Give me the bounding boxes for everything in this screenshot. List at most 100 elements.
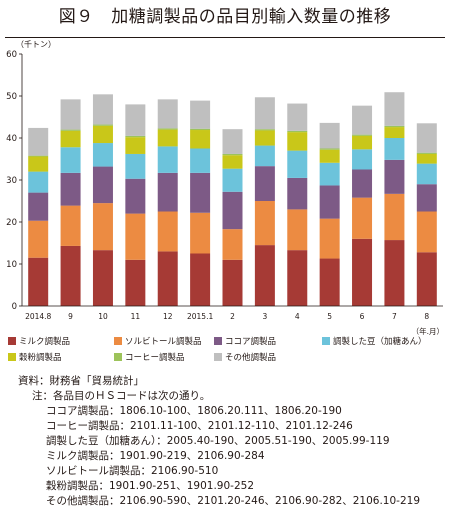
legend-label-grain: 穀粉調製品 — [19, 353, 62, 363]
x-tick-label: 6 — [360, 312, 365, 321]
bar-segment — [92, 94, 113, 125]
bar-segment — [190, 212, 211, 254]
bar-segment — [254, 166, 275, 201]
bar-segment — [60, 129, 81, 131]
note-cocoa-codes: ココア調製品：1806.10-100、1806.20.111、1806.20-1… — [46, 405, 342, 417]
bar-segment — [352, 238, 373, 306]
bar-segment — [190, 130, 211, 149]
legend-swatch-coffee — [114, 353, 122, 361]
legend-label-beans: 調製した豆（加糖あん） — [333, 337, 427, 347]
legend-item-beans: 調製した豆（加糖あん） — [322, 336, 427, 348]
legend-label-milk: ミルク調製品 — [19, 337, 71, 347]
legend-swatch-cocoa — [214, 337, 222, 345]
bar-segment — [28, 220, 49, 258]
bar-segment — [287, 209, 308, 251]
bar-segment — [319, 148, 340, 150]
bar-segment — [384, 92, 405, 126]
x-tick-label: 8 — [424, 312, 429, 321]
note-other-codes: その他調製品：2106.90-590、2101.20-246、2106.90-2… — [46, 495, 421, 507]
bar-segment — [190, 253, 211, 306]
bar-segment — [416, 152, 437, 154]
x-tick-label: 3 — [262, 312, 267, 321]
bar-segment — [319, 258, 340, 306]
note-beans-codes: 調製した豆（加糖あん）：2005.40-190、2005.51-190、2005… — [46, 435, 390, 447]
bar-segment — [254, 245, 275, 306]
legend-swatch-beans — [322, 337, 330, 345]
title-underline — [5, 37, 445, 38]
y-tick-label: 40 — [6, 134, 17, 144]
bar-segment — [125, 178, 146, 214]
bar-segment — [92, 203, 113, 251]
bar-segment — [157, 129, 178, 147]
x-tick-label: 11 — [131, 312, 141, 321]
bar-segment — [384, 125, 405, 128]
bar-segment — [222, 229, 243, 260]
bar-segment — [28, 171, 49, 193]
legend-swatch-grain — [8, 353, 16, 361]
bar-segment — [28, 156, 49, 172]
bar-segment — [60, 205, 81, 246]
bar-segment — [352, 169, 373, 198]
bar-segment — [287, 250, 308, 306]
bar-segment — [254, 145, 275, 167]
title-area: 図９ 加糖調製品の品目別輸入数量の推移 — [0, 0, 450, 40]
bar-segment — [222, 168, 243, 192]
bar-segment — [92, 124, 113, 126]
bar-segment — [416, 153, 437, 164]
y-tick-label: 20 — [6, 218, 17, 228]
bar-segment — [384, 240, 405, 306]
note-hs-intro: 注：各品目のＨＳコードは次の通り。 — [32, 390, 211, 402]
legend-item-sorbitol: ソルビトール調製品 — [114, 336, 202, 348]
y-tick-label: 10 — [6, 260, 17, 270]
legend-swatch-sorbitol — [114, 337, 122, 345]
legend: ミルク調製品 ソルビトール調製品 ココア調製品 調製した豆（加糖あん） 穀粉調製… — [0, 336, 450, 372]
bar-segment — [287, 177, 308, 210]
bar-segment — [157, 99, 178, 129]
bar-segment — [60, 130, 81, 148]
x-tick-label: 12 — [163, 312, 173, 321]
legend-item-other: その他調製品 — [214, 352, 276, 364]
legend-item-cocoa: ココア調製品 — [214, 336, 276, 348]
bar-segment — [125, 137, 146, 154]
note-coffee-codes: コーヒー調製品：2101.11-100、2101.12-110、2101.12-… — [46, 420, 353, 432]
bar-segment — [416, 252, 437, 306]
legend-item-coffee: コーヒー調製品 — [114, 352, 185, 364]
x-tick-label: 5 — [327, 312, 332, 321]
x-tick-label: 10 — [98, 312, 108, 321]
bar-segment — [222, 153, 243, 156]
bar-segment — [125, 213, 146, 260]
bar-segment — [384, 127, 405, 138]
bar-segment — [157, 211, 178, 252]
bar-segment — [287, 130, 308, 133]
legend-label-other: その他調製品 — [225, 353, 277, 363]
x-tick-label: 2 — [230, 312, 235, 321]
bar-segment — [352, 197, 373, 239]
x-tick-label: 9 — [68, 312, 73, 321]
legend-label-coffee: コーヒー調製品 — [125, 353, 185, 363]
bar-segment — [352, 149, 373, 170]
y-tick-label: 30 — [6, 176, 17, 186]
bar-segment — [92, 143, 113, 167]
bar-segment — [254, 97, 275, 130]
bar-segment — [157, 146, 178, 173]
bar-segment — [254, 129, 275, 131]
bar-segment — [319, 149, 340, 163]
note-sorbitol-codes: ソルビトール調製品：2106.90-510 — [46, 465, 219, 477]
bar-segment — [92, 166, 113, 204]
bar-segment — [254, 201, 275, 246]
stacked-bar-chart: （千トン） 0 10 20 30 40 50 60 2014.8 9 10 11 12 2015.1 2 3 4… — [6, 39, 444, 336]
bar-segment — [416, 163, 437, 185]
legend-swatch-other — [214, 353, 222, 361]
bar-segment — [28, 155, 49, 157]
y-tick-label: 0 — [12, 302, 17, 312]
bar-segment — [157, 251, 178, 306]
bar-segment — [125, 104, 146, 136]
y-tick-label: 50 — [6, 92, 17, 102]
bar-segment — [60, 172, 81, 206]
legend-label-cocoa: ココア調製品 — [225, 337, 277, 347]
bar-segment — [352, 134, 373, 136]
bar-segment — [28, 192, 49, 221]
bar-segment — [416, 211, 437, 253]
legend-label-sorbitol: ソルビトール調製品 — [125, 337, 202, 347]
bar-segment — [190, 128, 211, 131]
